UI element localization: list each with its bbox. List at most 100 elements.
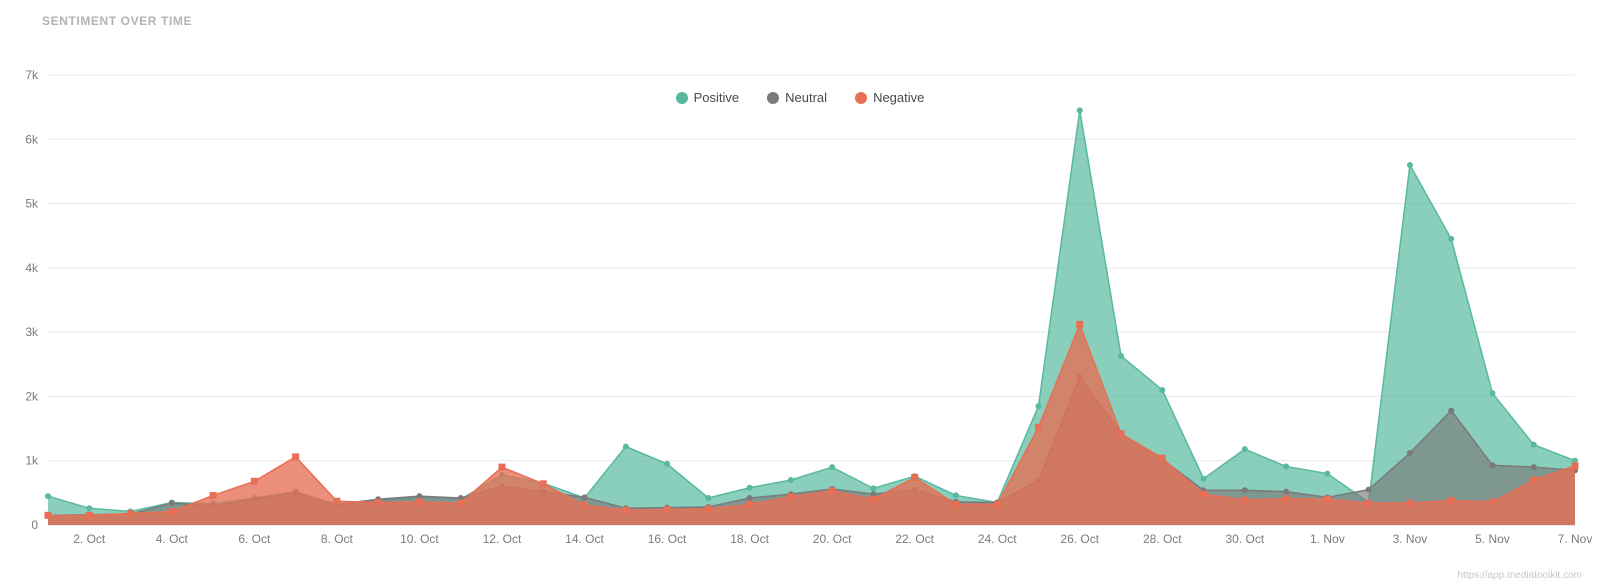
data-point[interactable] bbox=[1283, 495, 1290, 502]
data-point[interactable] bbox=[375, 499, 382, 506]
data-point[interactable] bbox=[333, 498, 340, 505]
data-point[interactable] bbox=[870, 496, 877, 503]
data-point[interactable] bbox=[953, 492, 959, 498]
svg-text:2k: 2k bbox=[25, 389, 39, 403]
data-point[interactable] bbox=[1201, 476, 1207, 482]
svg-text:7k: 7k bbox=[25, 68, 39, 82]
data-point[interactable] bbox=[1324, 496, 1331, 503]
data-point[interactable] bbox=[581, 502, 588, 509]
data-point[interactable] bbox=[623, 444, 629, 450]
svg-text:14. Oct: 14. Oct bbox=[565, 532, 604, 546]
svg-text:6k: 6k bbox=[25, 132, 39, 146]
svg-text:5k: 5k bbox=[25, 197, 39, 211]
data-point[interactable] bbox=[1077, 107, 1083, 113]
sentiment-chart: SENTIMENT OVER TIME PositiveNeutralNegat… bbox=[0, 0, 1600, 585]
data-point[interactable] bbox=[1531, 464, 1537, 470]
data-point[interactable] bbox=[1035, 424, 1042, 431]
svg-text:0: 0 bbox=[31, 518, 38, 532]
data-point[interactable] bbox=[705, 505, 712, 512]
data-point[interactable] bbox=[1283, 489, 1289, 495]
data-point[interactable] bbox=[1407, 450, 1413, 456]
data-point[interactable] bbox=[787, 493, 794, 500]
chart-plot-area: 01k2k3k4k5k6k7k2. Oct4. Oct6. Oct8. Oct1… bbox=[0, 0, 1600, 585]
data-point[interactable] bbox=[1407, 162, 1413, 168]
data-point[interactable] bbox=[45, 493, 51, 499]
data-point[interactable] bbox=[1531, 442, 1537, 448]
data-point[interactable] bbox=[251, 478, 258, 485]
data-point[interactable] bbox=[1530, 477, 1537, 484]
data-point[interactable] bbox=[705, 495, 711, 501]
data-point[interactable] bbox=[788, 477, 794, 483]
data-point[interactable] bbox=[1448, 236, 1454, 242]
data-point[interactable] bbox=[457, 500, 464, 507]
data-point[interactable] bbox=[622, 507, 629, 514]
svg-text:24. Oct: 24. Oct bbox=[978, 532, 1017, 546]
data-point[interactable] bbox=[540, 480, 547, 487]
data-point[interactable] bbox=[86, 512, 93, 519]
data-point[interactable] bbox=[1366, 487, 1372, 493]
data-point[interactable] bbox=[1159, 455, 1166, 462]
data-point[interactable] bbox=[1035, 403, 1041, 409]
svg-text:16. Oct: 16. Oct bbox=[648, 532, 687, 546]
data-point[interactable] bbox=[127, 510, 134, 517]
data-point[interactable] bbox=[416, 498, 423, 505]
data-point[interactable] bbox=[86, 505, 92, 511]
data-point[interactable] bbox=[1159, 387, 1165, 393]
svg-text:12. Oct: 12. Oct bbox=[483, 532, 522, 546]
data-point[interactable] bbox=[664, 506, 671, 513]
svg-text:2. Oct: 2. Oct bbox=[73, 532, 106, 546]
data-point[interactable] bbox=[582, 494, 588, 500]
data-point[interactable] bbox=[664, 461, 670, 467]
svg-text:1k: 1k bbox=[25, 454, 39, 468]
data-point[interactable] bbox=[1324, 471, 1330, 477]
data-point[interactable] bbox=[911, 474, 918, 481]
data-point[interactable] bbox=[1242, 487, 1248, 493]
data-point[interactable] bbox=[169, 500, 175, 506]
data-point[interactable] bbox=[746, 501, 753, 508]
svg-text:8. Oct: 8. Oct bbox=[321, 532, 354, 546]
svg-text:4k: 4k bbox=[25, 261, 39, 275]
svg-text:3. Nov: 3. Nov bbox=[1393, 532, 1428, 546]
data-point[interactable] bbox=[747, 485, 753, 491]
svg-text:7. Nov: 7. Nov bbox=[1558, 532, 1593, 546]
data-point[interactable] bbox=[1365, 500, 1372, 507]
data-point[interactable] bbox=[1076, 321, 1083, 328]
series-line bbox=[48, 110, 1575, 511]
watermark: https://app.mediatoolkit.com bbox=[1457, 570, 1582, 581]
data-point[interactable] bbox=[210, 492, 217, 499]
data-point[interactable] bbox=[1489, 462, 1495, 468]
data-point[interactable] bbox=[952, 501, 959, 508]
data-point[interactable] bbox=[168, 508, 175, 515]
data-point[interactable] bbox=[870, 485, 876, 491]
data-point[interactable] bbox=[829, 464, 835, 470]
svg-text:3k: 3k bbox=[25, 325, 39, 339]
data-point[interactable] bbox=[416, 493, 422, 499]
svg-text:22. Oct: 22. Oct bbox=[895, 532, 934, 546]
series-area bbox=[48, 110, 1575, 525]
svg-text:5. Nov: 5. Nov bbox=[1475, 532, 1510, 546]
data-point[interactable] bbox=[1118, 353, 1124, 359]
data-point[interactable] bbox=[1118, 430, 1125, 437]
svg-text:18. Oct: 18. Oct bbox=[730, 532, 769, 546]
data-point[interactable] bbox=[1242, 446, 1248, 452]
data-point[interactable] bbox=[829, 487, 836, 494]
data-point[interactable] bbox=[747, 495, 753, 501]
data-point[interactable] bbox=[1241, 496, 1248, 503]
data-point[interactable] bbox=[1489, 498, 1496, 505]
data-point[interactable] bbox=[1283, 464, 1289, 470]
data-point[interactable] bbox=[1448, 408, 1454, 414]
data-point[interactable] bbox=[1406, 500, 1413, 507]
data-point[interactable] bbox=[292, 453, 299, 460]
svg-text:26. Oct: 26. Oct bbox=[1060, 532, 1099, 546]
data-point[interactable] bbox=[1448, 497, 1455, 504]
svg-text:4. Oct: 4. Oct bbox=[156, 532, 189, 546]
svg-text:10. Oct: 10. Oct bbox=[400, 532, 439, 546]
svg-text:20. Oct: 20. Oct bbox=[813, 532, 852, 546]
svg-text:28. Oct: 28. Oct bbox=[1143, 532, 1182, 546]
data-point[interactable] bbox=[1489, 390, 1495, 396]
data-point[interactable] bbox=[45, 512, 52, 519]
data-point[interactable] bbox=[1200, 491, 1207, 498]
data-point[interactable] bbox=[498, 464, 505, 471]
data-point[interactable] bbox=[994, 501, 1001, 508]
data-point[interactable] bbox=[1572, 462, 1579, 469]
